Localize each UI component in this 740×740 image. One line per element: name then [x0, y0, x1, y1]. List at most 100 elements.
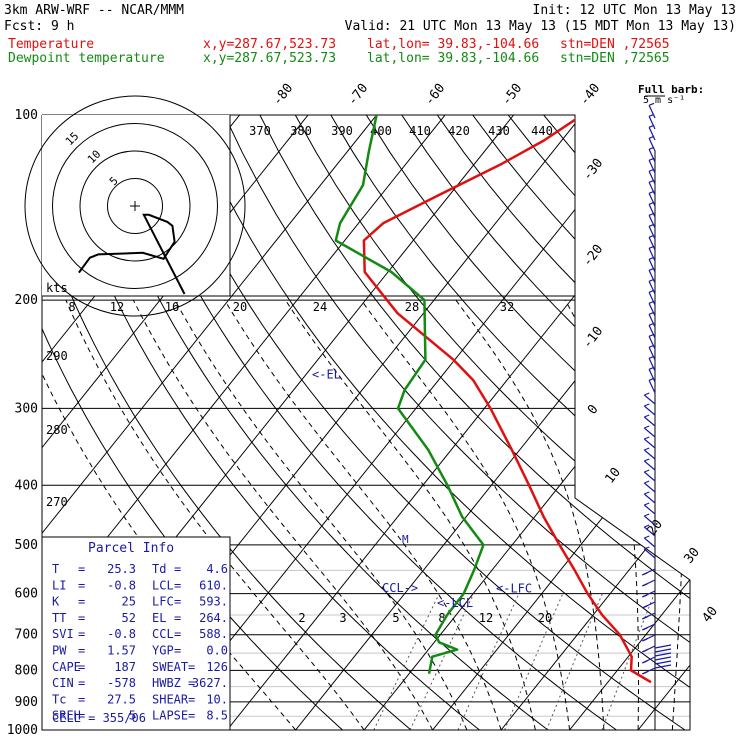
- parcel-key: LI: [52, 578, 66, 592]
- wind-barb: [643, 526, 656, 537]
- parcel-value: -578: [107, 676, 136, 690]
- wind-barb: [648, 138, 656, 152]
- wind-barb-flag: [644, 524, 650, 528]
- isotherm: [707, 115, 740, 730]
- parcel-eq: =: [174, 611, 181, 625]
- wind-barb: [648, 149, 656, 163]
- dewpoint-latlon: lat,lon= 39.83,-104.66: [367, 51, 539, 66]
- parcel-value: -0.8: [107, 627, 136, 641]
- parcel-eq: =: [174, 578, 181, 592]
- wind-barb-flag: [642, 638, 648, 642]
- isotherm: [500, 115, 690, 730]
- temperature-xy: x,y=287.67,523.73: [203, 37, 336, 52]
- hodograph-units: kts: [46, 281, 68, 295]
- wind-barb: [648, 204, 656, 218]
- level-annotation: M: [402, 533, 409, 546]
- dry-adiabat: [543, 115, 690, 730]
- isotherm-label: -10: [580, 324, 606, 352]
- theta-label: 400: [370, 124, 392, 138]
- wind-barb-flag: [648, 322, 655, 326]
- wind-barb-flag: [648, 355, 655, 359]
- parcel-key: PW: [52, 644, 67, 658]
- isotherm-label: 10: [603, 465, 624, 487]
- parcel-key: SHEAR: [152, 692, 189, 706]
- wind-barb: [654, 644, 672, 649]
- wind-barb: [643, 471, 656, 482]
- dry-adiabat: [188, 115, 690, 730]
- wind-barb: [648, 292, 656, 306]
- dry-adiabat: [294, 115, 690, 730]
- mixing-ratio-line: [373, 593, 440, 730]
- mixing-ratio-line: [504, 593, 564, 730]
- wind-barb: [643, 515, 656, 526]
- theta-left-label: 270: [46, 495, 68, 509]
- wind-barb-flag: [644, 480, 650, 484]
- wind-barb-flag: [648, 267, 655, 271]
- isotherm-label: -40: [577, 81, 603, 109]
- moist-adiabat: [666, 299, 685, 730]
- wind-barb-flag: [642, 572, 648, 576]
- level-annotation: <-EL: [312, 367, 341, 381]
- temperature-profile: [362, 115, 652, 684]
- parcel-key: LCL: [152, 578, 174, 592]
- wind-barb: [648, 160, 656, 174]
- wind-barb-flag: [644, 458, 650, 462]
- wind-barb-flag: [648, 234, 655, 238]
- mixing-ratio-line: [546, 593, 603, 730]
- parcel-eq: =: [78, 611, 85, 625]
- wind-barb: [643, 460, 656, 471]
- pressure-label-200: 200: [15, 293, 38, 308]
- parcel-eq: =: [78, 627, 85, 641]
- parcel-eq: =: [78, 709, 85, 723]
- parcel-value: 126: [206, 660, 228, 674]
- wind-barb-flag: [648, 366, 655, 370]
- parcel-key: TT: [52, 611, 66, 625]
- wind-barb: [654, 656, 672, 661]
- wind-barb: [654, 648, 672, 653]
- dry-adiabat: [507, 115, 690, 730]
- wind-barb: [648, 116, 656, 130]
- isotherm: [158, 115, 651, 730]
- dry-adiabat: [472, 115, 690, 730]
- init-time: Init: 12 UTC Mon 13 May 13: [533, 3, 737, 18]
- wind-barb-flag: [644, 403, 650, 407]
- valid-time: Valid: 21 UTC Mon 13 May 13 (15 MDT Mon …: [345, 19, 736, 34]
- parcel-eq: =: [188, 709, 195, 723]
- theta-label: 430: [488, 124, 510, 138]
- wind-barb: [648, 369, 656, 383]
- wind-barb: [648, 325, 656, 339]
- temperature-station: stn=DEN ,72565: [560, 37, 670, 52]
- speed-axis-label: 16: [165, 300, 179, 314]
- wind-barb-flag: [648, 179, 655, 183]
- parcel-key: CAPE: [52, 660, 81, 674]
- theta-label: 370: [249, 124, 271, 138]
- level-annotation: CCL->: [382, 581, 418, 595]
- parcel-eq: =: [188, 692, 195, 706]
- parcel-eq: =: [188, 660, 195, 674]
- hodograph-trace: [78, 213, 186, 295]
- parcel-info-table: T = 25.3 Td = 4.6LI = -0.8 LCL = 610.K = 25 LFC = 593.T…: [52, 562, 228, 723]
- parcel-eq: =: [78, 644, 85, 658]
- theta-left-label: 290: [46, 349, 68, 363]
- parcel-value: 187: [114, 660, 136, 674]
- wind-barb-flag: [644, 436, 650, 440]
- hodograph-ring-15: [52, 123, 218, 289]
- wind-barb-flag: [642, 671, 648, 675]
- moist-adiabat: [132, 299, 434, 730]
- parcel-value: 4.6: [206, 562, 228, 576]
- parcel-value: 593.: [199, 595, 228, 609]
- mixing-ratio-line: [457, 593, 520, 730]
- theta-left-label: 280: [46, 423, 68, 437]
- wind-barb: [648, 347, 656, 361]
- wind-barb: [643, 537, 656, 548]
- wind-barb: [648, 237, 656, 251]
- forecast-hour: Fcst: 9 h: [4, 19, 74, 34]
- wind-barb: [643, 548, 656, 559]
- level-annotation: <-LFC: [496, 581, 532, 595]
- wind-barb: [648, 105, 656, 119]
- isotherm-label: -20: [580, 242, 606, 270]
- wind-barb-flag: [648, 113, 655, 117]
- theta-label: 410: [409, 124, 431, 138]
- isotherm-label: 0: [585, 402, 602, 417]
- pressure-label-400: 400: [15, 478, 38, 493]
